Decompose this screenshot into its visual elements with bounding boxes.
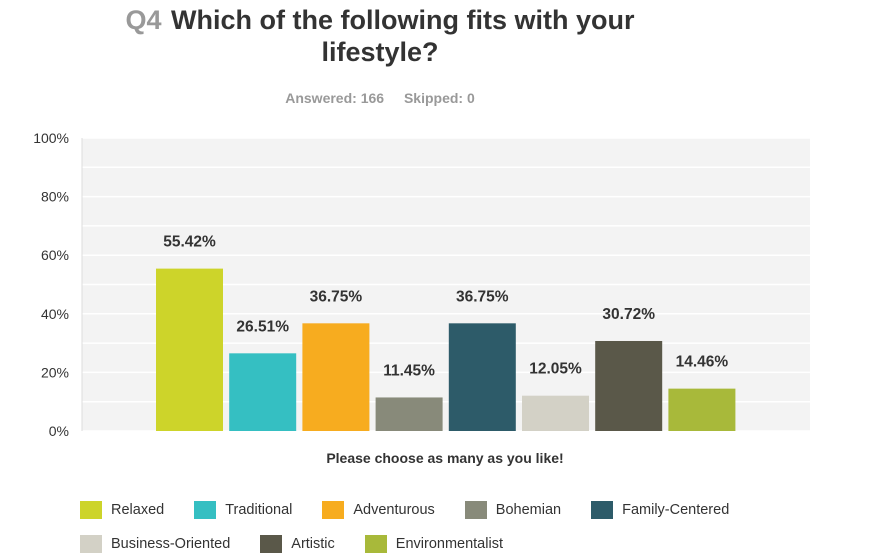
legend-item: Family-Centered — [591, 501, 729, 519]
legend-label: Environmentalist — [395, 536, 503, 552]
chart-header: Q4 Which of the following fits with your… — [0, 0, 760, 68]
response-stats: Answered: 166 Skipped: 0 — [0, 90, 760, 106]
legend-swatch — [322, 501, 345, 519]
legend-item: Business-Oriented — [80, 535, 230, 553]
legend-swatch — [364, 535, 387, 553]
legend-row-2: Business-Oriented Artistic Environmentalis… — [80, 535, 533, 553]
legend-label: Family-Centered — [622, 502, 730, 518]
y-tick-label: 100% — [33, 130, 69, 146]
legend-item: Adventurous — [322, 501, 435, 519]
bar-artistic — [595, 340, 663, 431]
bars — [156, 268, 736, 431]
bar-family-centered — [448, 323, 516, 431]
bar-bohemian — [375, 397, 443, 431]
bar-environmentalist — [668, 388, 736, 431]
legend-label: Artistic — [291, 536, 335, 552]
legend-label: Adventurous — [353, 502, 435, 518]
legend-label: Traditional — [225, 502, 293, 518]
chart-title: Q4 Which of the following fits with your… — [0, 4, 760, 68]
y-tick-label: 60% — [41, 247, 69, 263]
y-axis: 0% 20% 40% 60% 80% 100% — [33, 130, 69, 439]
legend-swatch — [194, 501, 217, 519]
legend-label: Bohemian — [495, 502, 562, 518]
title-line-2: lifestyle? — [321, 37, 439, 67]
y-tick-label: 80% — [41, 189, 69, 205]
legend-item: Environmentalist — [364, 535, 503, 553]
answered-count: Answered: 166 — [285, 90, 385, 106]
legend-label: Business-Oriented — [111, 536, 231, 552]
legend-swatch — [260, 535, 283, 553]
data-label: 36.75% — [456, 288, 509, 305]
bar-relaxed — [156, 268, 223, 431]
value-labels: 55.42% 26.51% 36.75% 11.45% 36.75% 12.05% 30.7… — [163, 234, 728, 380]
bar-business-oriented — [522, 395, 589, 431]
legend-swatch — [464, 501, 487, 519]
legend-row-1: Relaxed Traditional Adventurous Bohemian Fam… — [80, 501, 759, 519]
skipped-count: Skipped: 0 — [403, 90, 475, 106]
legend-item: Artistic — [260, 535, 335, 553]
data-label: 14.46% — [676, 354, 729, 371]
y-tick-label: 0% — [49, 423, 69, 439]
data-label: 12.05% — [529, 361, 582, 378]
data-label: 36.75% — [310, 288, 363, 305]
bar-traditional — [229, 353, 297, 431]
legend-swatch — [80, 535, 102, 553]
data-label: 55.42% — [163, 234, 216, 251]
data-label: 11.45% — [383, 362, 435, 379]
bar-adventurous — [302, 323, 370, 431]
legend-label: Relaxed — [111, 502, 165, 518]
data-label: 30.72% — [602, 306, 655, 323]
legend-item: Traditional — [194, 501, 292, 519]
x-axis-label: Please choose as many as you like! — [326, 450, 563, 466]
question-number: Q4 — [125, 5, 162, 35]
legend-item: Bohemian — [464, 501, 562, 519]
legend-item: Relaxed — [80, 501, 164, 519]
data-label: 26.51% — [236, 318, 289, 335]
legend-swatch — [80, 501, 102, 519]
legend-swatch — [591, 501, 614, 519]
title-line-1: Which of the following fits with your — [171, 5, 635, 35]
y-tick-label: 40% — [41, 306, 69, 322]
bar-chart: 55.42% 26.51% 36.75% 11.45% 36.75% 12.05% 30.7… — [33, 130, 810, 466]
y-tick-label: 20% — [41, 364, 69, 380]
